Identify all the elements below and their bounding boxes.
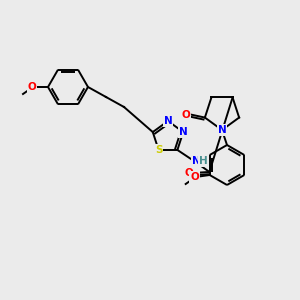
Text: N: N <box>164 116 172 126</box>
Text: N: N <box>218 125 226 135</box>
Text: O: O <box>184 168 193 178</box>
Text: O: O <box>190 172 199 182</box>
Text: S: S <box>155 145 162 155</box>
Text: N: N <box>192 156 201 166</box>
Text: O: O <box>182 110 190 120</box>
Text: N: N <box>179 127 188 137</box>
Text: O: O <box>28 82 36 92</box>
Text: H: H <box>199 156 208 166</box>
